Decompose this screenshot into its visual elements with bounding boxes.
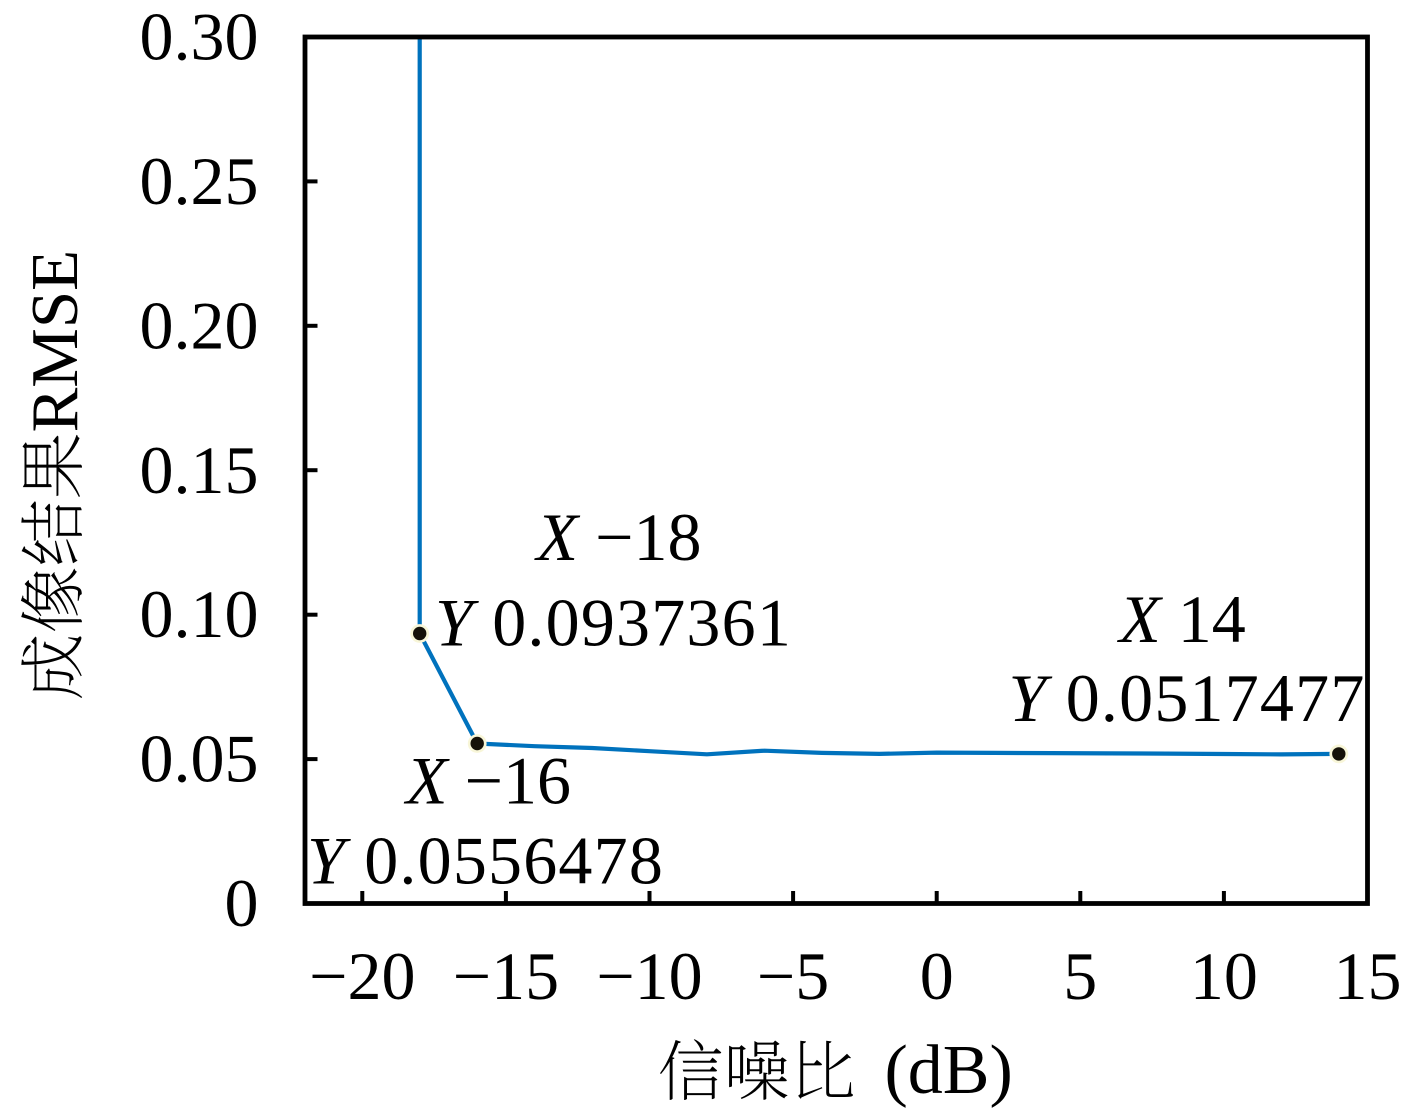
svg-text:0.15: 0.15: [140, 432, 259, 508]
svg-text:0.10: 0.10: [140, 576, 259, 652]
svg-text:0.20: 0.20: [140, 287, 259, 363]
svg-text:X −16: X −16: [403, 743, 571, 819]
svg-text:RMSE: RMSE: [18, 250, 92, 432]
svg-text:X −18: X −18: [534, 499, 702, 575]
svg-text:−5: −5: [757, 938, 829, 1014]
svg-text:(dB): (dB): [885, 1032, 1013, 1109]
svg-text:−15: −15: [453, 938, 559, 1014]
svg-text:0: 0: [225, 865, 259, 941]
svg-text:X 14: X 14: [1116, 581, 1246, 657]
svg-text:0.30: 0.30: [140, 0, 259, 75]
svg-text:15: 15: [1334, 938, 1402, 1014]
svg-text:5: 5: [1063, 938, 1097, 1014]
svg-text:0.25: 0.25: [140, 143, 259, 219]
svg-text:0: 0: [920, 938, 954, 1014]
svg-text:0.05: 0.05: [140, 721, 259, 797]
svg-text:Y 0.0556478: Y 0.0556478: [307, 823, 664, 899]
svg-text:Y 0.0517477: Y 0.0517477: [1008, 660, 1365, 736]
svg-text:10: 10: [1190, 938, 1258, 1014]
svg-text:−10: −10: [596, 938, 702, 1014]
svg-text:Y 0.0937361: Y 0.0937361: [435, 585, 792, 661]
svg-text:−20: −20: [309, 938, 415, 1014]
